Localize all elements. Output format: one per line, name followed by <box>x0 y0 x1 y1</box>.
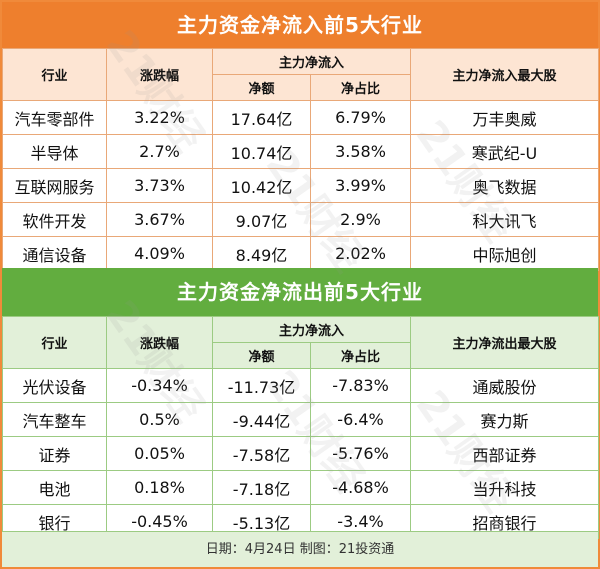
cell-industry: 软件开发 <box>2 202 107 237</box>
table-row: 证券 0.05% -7.58亿 -5.76% 西部证券 <box>2 436 600 471</box>
header-change: 涨跌幅 <box>106 316 213 369</box>
cell-change: 0.18% <box>106 470 213 505</box>
table-row: 光伏设备 -0.34% -11.73亿 -7.83% 通威股份 <box>2 368 600 403</box>
table-row: 半导体 2.7% 10.74亿 3.58% 寒武纪-U <box>2 134 600 169</box>
cell-ratio: 6.79% <box>309 100 412 135</box>
cell-amount: 10.42亿 <box>212 168 311 203</box>
cell-ratio: 3.58% <box>309 134 412 169</box>
header-net-amount: 净额 <box>212 74 311 101</box>
cell-amount: -7.18亿 <box>212 470 311 505</box>
cell-amount: 17.64亿 <box>212 100 311 135</box>
cell-amount: 8.49亿 <box>212 236 311 271</box>
cell-stock: 赛力斯 <box>410 402 600 437</box>
cell-stock: 万丰奥威 <box>410 100 600 135</box>
cell-change: -0.34% <box>106 368 213 403</box>
cell-change: 0.05% <box>106 436 213 471</box>
cell-ratio: 2.9% <box>309 202 412 237</box>
cell-stock: 当升科技 <box>410 470 600 505</box>
cell-ratio: -5.76% <box>309 436 412 471</box>
cell-amount: -7.58亿 <box>212 436 311 471</box>
cell-amount: -11.73亿 <box>212 368 311 403</box>
cell-industry: 半导体 <box>2 134 107 169</box>
header-industry: 行业 <box>2 316 107 369</box>
header-net-ratio: 净占比 <box>309 74 412 101</box>
cell-industry: 汽车整车 <box>2 402 107 437</box>
cell-stock: 通威股份 <box>410 368 600 403</box>
header-top-stock: 主力净流出最大股 <box>410 316 600 369</box>
cell-industry: 通信设备 <box>2 236 107 271</box>
table-row: 通信设备 4.09% 8.49亿 2.02% 中际旭创 <box>2 236 600 271</box>
cell-stock: 西部证券 <box>410 436 600 471</box>
header-change: 涨跌幅 <box>106 48 213 101</box>
outflow-table: 行业 涨跌幅 主力净流入 主力净流出最大股 净额 净占比 光伏设备 -0.34%… <box>2 316 600 539</box>
cell-industry: 光伏设备 <box>2 368 107 403</box>
inflow-header-row: 行业 涨跌幅 主力净流入 主力净流入最大股 <box>2 48 600 101</box>
footer-credit: 日期：4月24日 制图：21投资通 <box>2 531 598 567</box>
header-net-ratio: 净占比 <box>309 342 412 369</box>
cell-change: 4.09% <box>106 236 213 271</box>
inflow-title: 主力资金净流入前5大行业 <box>2 2 598 48</box>
table-row: 银行 -0.45% -5.13亿 -3.4% 招商银行 <box>2 504 600 539</box>
cell-industry: 证券 <box>2 436 107 471</box>
cell-amount: -9.44亿 <box>212 402 311 437</box>
cell-stock: 中际旭创 <box>410 236 600 271</box>
cell-change: 3.67% <box>106 202 213 237</box>
header-net-group: 主力净流入 <box>211 316 412 343</box>
cell-change: 3.22% <box>106 100 213 135</box>
inflow-table: 行业 涨跌幅 主力净流入 主力净流入最大股 净额 净占比 汽车零部件 3.22%… <box>2 48 600 271</box>
outflow-title: 主力资金净流出前5大行业 <box>2 268 598 316</box>
cell-ratio: 2.02% <box>309 236 412 271</box>
table-row: 电池 0.18% -7.18亿 -4.68% 当升科技 <box>2 470 600 505</box>
cell-stock: 科大讯飞 <box>410 202 600 237</box>
cell-industry: 汽车零部件 <box>2 100 107 135</box>
cell-industry: 互联网服务 <box>2 168 107 203</box>
cell-ratio: -4.68% <box>309 470 412 505</box>
outflow-header-row: 行业 涨跌幅 主力净流入 主力净流出最大股 <box>2 316 600 369</box>
table-row: 软件开发 3.67% 9.07亿 2.9% 科大讯飞 <box>2 202 600 237</box>
cell-change: 2.7% <box>106 134 213 169</box>
table-row: 互联网服务 3.73% 10.42亿 3.99% 奥飞数据 <box>2 168 600 203</box>
cell-change: 3.73% <box>106 168 213 203</box>
cell-stock: 奥飞数据 <box>410 168 600 203</box>
cell-stock: 寒武纪-U <box>410 134 600 169</box>
outflow-subheader-row: 净额 净占比 <box>3 342 599 369</box>
cell-amount: 9.07亿 <box>212 202 311 237</box>
header-net-amount: 净额 <box>212 342 311 369</box>
cell-ratio: 3.99% <box>309 168 412 203</box>
cell-industry: 电池 <box>2 470 107 505</box>
cell-amount: 10.74亿 <box>212 134 311 169</box>
cell-ratio: -7.83% <box>309 368 412 403</box>
cell-ratio: -6.4% <box>309 402 412 437</box>
table-row: 汽车零部件 3.22% 17.64亿 6.79% 万丰奥威 <box>2 100 600 135</box>
header-top-stock: 主力净流入最大股 <box>410 48 600 101</box>
cell-change: 0.5% <box>106 402 213 437</box>
table-row: 汽车整车 0.5% -9.44亿 -6.4% 赛力斯 <box>2 402 600 437</box>
header-industry: 行业 <box>2 48 107 101</box>
header-net-group: 主力净流入 <box>211 48 412 75</box>
